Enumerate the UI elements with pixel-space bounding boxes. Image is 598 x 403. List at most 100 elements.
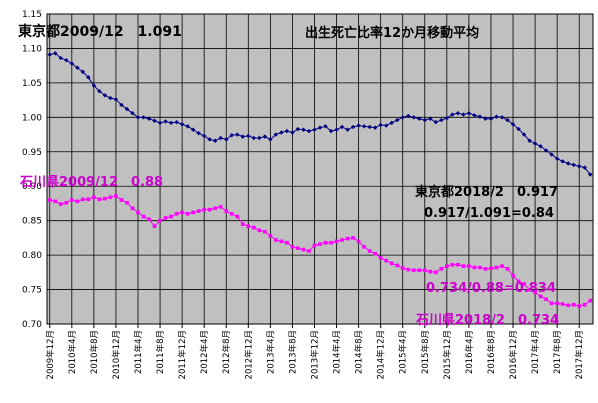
data-point	[582, 165, 587, 170]
data-point	[543, 148, 549, 153]
data-point	[251, 135, 257, 141]
data-point	[444, 115, 450, 121]
x-tick-label: 2017年4月	[530, 330, 541, 374]
data-point	[532, 141, 538, 146]
y-tick-label: 0.95	[22, 148, 42, 158]
data-point	[47, 198, 52, 202]
data-point	[53, 51, 58, 56]
data-point	[428, 269, 433, 274]
data-point	[361, 124, 367, 129]
data-point	[372, 125, 378, 130]
data-point	[340, 238, 344, 242]
data-point	[224, 137, 229, 142]
data-point	[114, 194, 118, 198]
data-point	[483, 116, 488, 121]
data-point	[290, 245, 295, 249]
x-tick-label: 2011年12月	[177, 330, 188, 379]
data-point	[356, 239, 361, 244]
x-tick-label: 2017年12月	[574, 330, 585, 379]
data-point	[163, 119, 168, 124]
data-point	[185, 124, 190, 129]
data-point	[577, 164, 582, 169]
data-point	[554, 156, 560, 161]
data-point	[494, 114, 499, 119]
data-point	[571, 162, 576, 168]
data-point	[196, 209, 201, 213]
x-tick-label: 2012年4月	[199, 330, 210, 374]
data-point	[81, 197, 85, 202]
annotation-tokyo-ratio: 0.917/1.091=0.84	[424, 206, 554, 221]
data-point	[146, 116, 152, 121]
data-point	[395, 117, 400, 123]
data-point	[384, 258, 388, 263]
data-point	[538, 144, 543, 149]
data-point	[47, 52, 52, 57]
data-point	[64, 200, 69, 205]
data-point	[422, 117, 427, 123]
data-point	[494, 265, 499, 270]
data-point	[70, 198, 74, 202]
x-tick-label: 2013年8月	[287, 330, 298, 374]
data-point	[141, 115, 146, 120]
data-point	[488, 116, 494, 121]
annotation-tokyo-end: 東京都2018/2 0.917	[415, 184, 558, 200]
data-point	[505, 117, 510, 123]
data-point	[466, 111, 472, 116]
data-point	[274, 238, 278, 242]
x-tick-label: 2014年12月	[376, 330, 387, 379]
y-tick-label: 0.80	[22, 251, 42, 261]
data-point	[511, 273, 515, 278]
data-point	[268, 137, 273, 142]
data-point	[58, 55, 63, 61]
data-point	[345, 236, 350, 241]
data-point	[119, 102, 124, 108]
data-point	[544, 297, 548, 301]
data-point	[295, 126, 301, 132]
data-point	[103, 196, 107, 201]
data-point	[533, 290, 537, 295]
data-point	[180, 210, 184, 215]
x-tick-label: 2011年4月	[133, 330, 144, 374]
x-tick-label: 2009年12月	[45, 330, 56, 379]
data-point	[323, 124, 328, 129]
data-point	[53, 199, 58, 204]
data-point	[235, 132, 240, 137]
data-point	[312, 127, 317, 132]
data-point	[350, 124, 356, 130]
x-tick-label: 2015年12月	[442, 330, 453, 379]
data-point	[373, 251, 377, 256]
data-point	[136, 210, 140, 215]
data-point	[202, 207, 206, 212]
data-point	[334, 239, 339, 244]
y-tick-label: 0.70	[22, 320, 42, 330]
x-tick-label: 2010年8月	[89, 330, 100, 374]
data-point	[235, 214, 240, 219]
data-point	[577, 304, 582, 308]
data-point	[367, 124, 372, 130]
data-point	[169, 214, 173, 219]
data-point	[538, 294, 543, 299]
data-point	[218, 135, 223, 141]
data-point	[406, 267, 411, 272]
data-point	[279, 130, 284, 135]
data-point	[478, 265, 482, 270]
data-point	[549, 152, 554, 157]
data-point	[560, 159, 565, 164]
data-point	[406, 113, 411, 119]
data-point	[505, 267, 510, 271]
data-point	[565, 161, 571, 166]
data-point	[383, 123, 389, 128]
data-point	[108, 195, 113, 200]
y-tick-label: 0.85	[22, 217, 42, 227]
data-point	[439, 117, 444, 123]
data-point	[467, 264, 471, 268]
data-point	[130, 111, 135, 116]
annotation-tokyo-start: 東京都2009/12 1.091	[18, 23, 182, 40]
data-point	[263, 229, 267, 234]
data-point	[560, 302, 565, 306]
data-point	[461, 112, 466, 117]
data-point	[257, 228, 262, 233]
data-point	[378, 122, 383, 128]
data-point	[207, 207, 212, 212]
y-tick-label: 1.00	[22, 113, 42, 123]
